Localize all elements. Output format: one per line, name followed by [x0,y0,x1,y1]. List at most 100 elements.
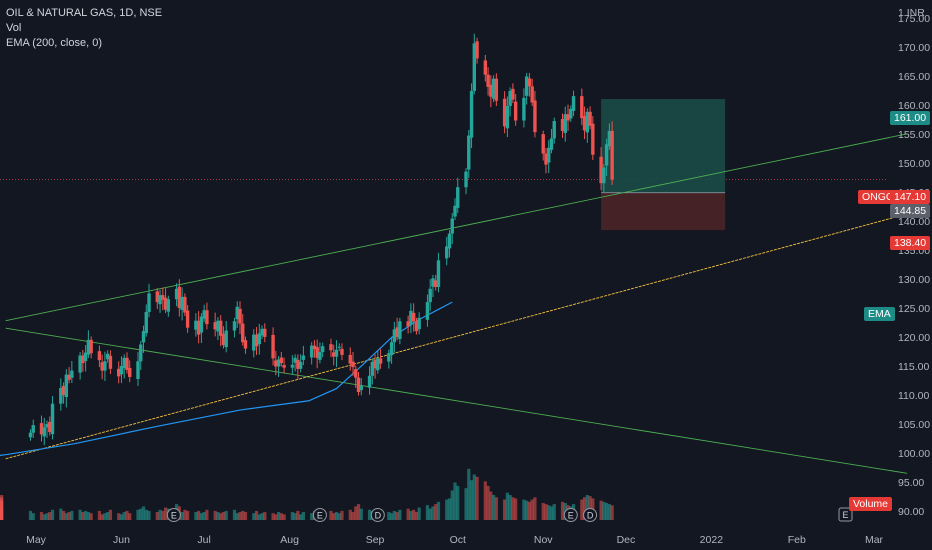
candle-body [351,361,355,368]
legend-ema[interactable]: EMA (200, close, 0) [6,37,102,49]
volume-bar [450,490,454,520]
candle-body [147,293,151,312]
volume-bar [202,512,206,520]
volume-bar [64,513,68,520]
earnings-marker [166,508,181,522]
candle-body [155,291,159,303]
volume-bar [254,510,259,520]
candle-body [373,359,377,369]
candle-body [389,342,394,356]
x-tick-label: Mar [865,534,884,546]
candle-body [533,100,537,133]
candle-body [89,339,93,354]
volume-bar [84,510,88,520]
volume-bar [70,510,74,520]
candle-body [105,353,110,360]
candle-body [315,347,319,358]
volume-bar [434,504,438,520]
volume-bar [28,510,33,520]
volume-bar [367,509,372,520]
candle-body [447,233,452,249]
candle-body [398,321,402,339]
candle-body [563,114,567,133]
volume-bar [359,508,363,520]
candle-body [78,355,82,373]
y-tick-label: 150.00 [898,158,930,170]
volume-bar [221,512,226,520]
volume-bar [605,502,609,520]
volume-bar [45,513,49,520]
candle-body [486,74,490,87]
candle-body [180,296,184,310]
volume-bar [125,510,129,520]
candle-body [97,351,102,361]
volume-bar [337,513,341,520]
candle-body [475,41,479,59]
legend-symbol-line[interactable]: OIL & NATURAL GAS, 1D, NSE [6,7,163,19]
volume-bar [219,513,223,520]
volume-bar [257,514,261,520]
candle-body [174,288,179,300]
candle-body [202,310,206,319]
earnings-marker-future [838,507,853,522]
candle-body [409,310,413,325]
x-tick-label: 2022 [700,534,724,546]
candle-body [67,374,71,380]
candle-body [163,297,168,310]
volume-bar [356,504,361,520]
earnings-marker-label: E [171,511,177,521]
candle-body [456,187,460,208]
earnings-marker-label: E [568,511,574,521]
candle-body [610,130,614,180]
volume-bar [290,512,294,520]
volume-bar [467,468,471,520]
volume-bar [425,505,430,520]
volume-bar [81,512,85,520]
volume-bar [392,510,396,520]
dividend-marker [583,508,598,522]
candle-body [549,138,554,150]
volume-bar [263,512,267,520]
candle-body [224,330,228,348]
volume-bar [89,513,93,520]
volume-bar [329,510,333,520]
volume-tag[interactable]: Volume [849,497,893,511]
candle-body [64,374,69,397]
volume-bar [252,513,256,520]
legend-vol[interactable]: Vol [6,22,22,34]
candle-body [453,205,457,217]
candle-body [588,111,592,126]
candle-body [599,156,603,184]
candle-body [31,425,35,433]
y-tick-label: 130.00 [898,274,930,286]
candle-body [125,357,129,371]
candle-body [221,333,226,346]
candle-body [83,352,88,362]
candle-body [436,260,441,288]
candle-body [334,349,339,357]
candle-body [271,334,275,359]
candle-body [434,280,438,288]
volume-bar [224,510,228,520]
candle-body [511,88,515,100]
candle-body [591,123,595,155]
candle-body [318,352,322,360]
volume-bar [42,514,46,520]
candle-body [464,171,468,188]
volume-bar [525,500,529,520]
x-tick-label: Sep [366,534,385,546]
volume-bar [505,492,509,520]
volume-bar [147,510,151,520]
entry-price-tag: 144.85 [890,204,931,218]
volume-bar [582,497,587,520]
candle-body [276,359,281,367]
y-tick-label: 105.00 [898,419,930,431]
ema-tag[interactable]: EMA [864,307,895,321]
candle-body [552,121,556,139]
candle-body [166,299,171,312]
candle-body [103,361,107,371]
volume-bar [155,512,159,520]
volume-bar [599,500,603,520]
volume-bar [486,485,490,520]
